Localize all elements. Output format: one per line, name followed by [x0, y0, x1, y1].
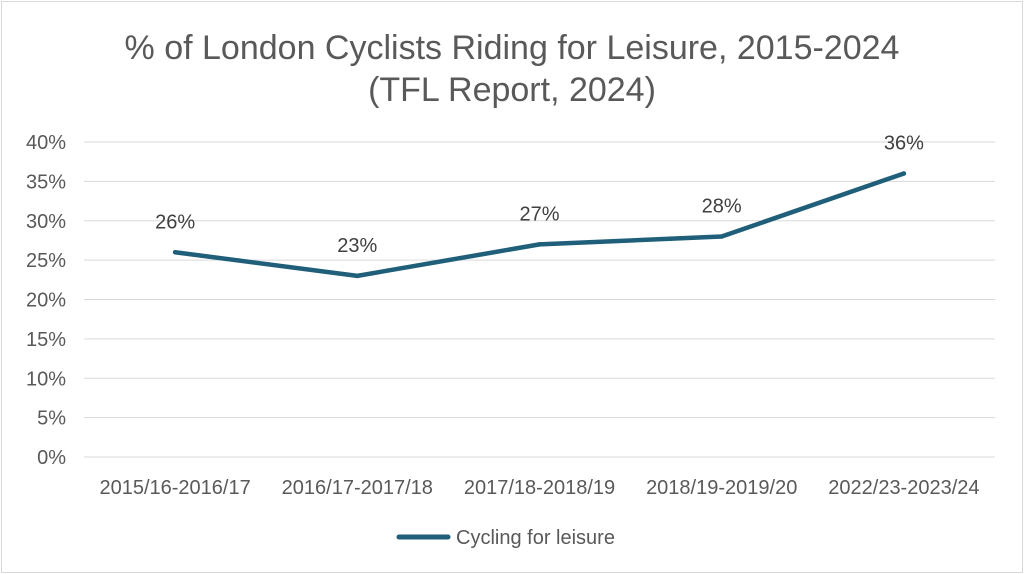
x-tick-label: 2018/19-2019/20: [646, 477, 797, 499]
data-labels: 26% 23% 27% 28% 36%: [155, 133, 924, 257]
data-point: [901, 171, 907, 176]
y-tick-label: 20%: [26, 290, 66, 312]
y-tick-label: 5%: [37, 408, 66, 430]
data-point: [172, 250, 178, 255]
data-point: [355, 273, 360, 279]
data-label: 23%: [337, 235, 377, 257]
y-tick-label: 40%: [26, 132, 66, 154]
legend-label-cycling-for-leisure: Cycling for leisure: [456, 527, 615, 549]
data-label: 28%: [702, 196, 742, 218]
data-point: [719, 234, 724, 239]
chart-subtitle: (TFL Report, 2024): [368, 71, 656, 109]
x-tick-label: 2015/16-2016/17: [99, 477, 250, 499]
data-label: 26%: [155, 211, 195, 233]
x-tick-label: 2022/23-2023/24: [828, 477, 979, 499]
y-axis-tick-labels: 0% 5% 10% 15% 20% 25% 30% 35% 40%: [26, 132, 66, 469]
y-tick-label: 25%: [26, 250, 66, 272]
y-tick-label: 35%: [26, 171, 66, 193]
data-label: 27%: [519, 203, 559, 225]
data-label: 36%: [884, 133, 924, 155]
y-tick-label: 30%: [26, 211, 66, 233]
legend: Cycling for leisure: [396, 527, 615, 549]
y-tick-label: 0%: [37, 447, 66, 469]
x-tick-label: 2017/18-2018/19: [464, 477, 615, 499]
y-tick-label: 10%: [26, 368, 66, 390]
y-tick-label: 15%: [26, 329, 66, 351]
data-point: [537, 242, 542, 247]
series-cycling-for-leisure: [172, 171, 907, 279]
x-tick-label: 2016/17-2017/18: [282, 477, 433, 499]
x-axis-tick-labels: 2015/16-2016/17 2016/17-2017/18 2017/18-20…: [99, 477, 979, 499]
chart-title: % of London Cyclists Riding for Leisure,…: [125, 29, 900, 67]
